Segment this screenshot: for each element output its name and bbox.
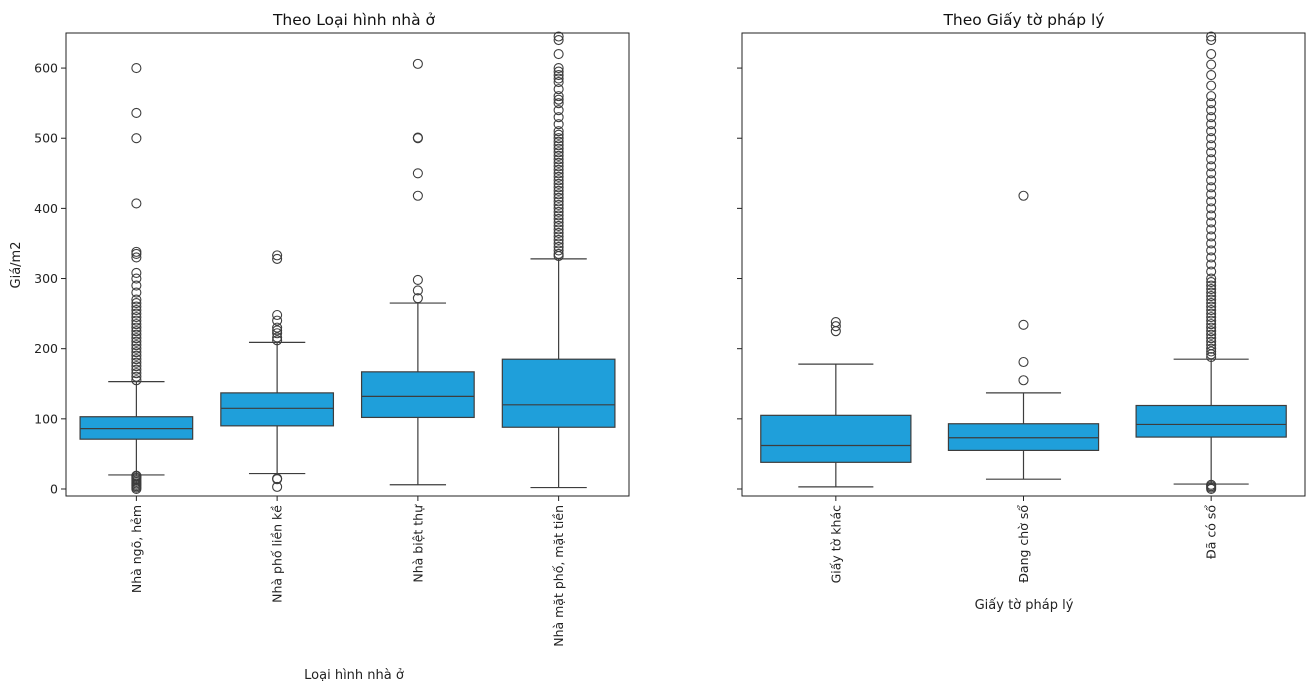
box-iqr — [362, 372, 475, 418]
y-tick-label: 200 — [34, 341, 58, 356]
y-tick-label: 300 — [34, 271, 58, 286]
x-tick-label: Nhà mặt phố, mặt tiền — [551, 505, 566, 647]
box-2 — [1136, 32, 1286, 493]
outlier-point — [1019, 376, 1028, 385]
x-axis-label: Giấy tờ pháp lý — [975, 598, 1074, 613]
outlier-point — [1207, 60, 1216, 69]
box-1 — [221, 251, 334, 492]
outlier-point — [1019, 358, 1028, 367]
x-tick-label: Nhà ngõ, hẻm — [129, 505, 144, 593]
y-tick-label: 600 — [34, 61, 58, 76]
panel-legal-papers: Theo Giấy tờ pháp lý Giấy tờ pháp lý Giấ… — [737, 11, 1305, 613]
outlier-point — [413, 275, 422, 284]
outlier-point — [1207, 92, 1216, 101]
plot-area: 0 100 200 300 400 500 600 Nhà ngõ, hẻm Nhà phố l… — [34, 32, 615, 647]
outlier-point — [132, 64, 141, 73]
outlier-point — [413, 59, 422, 68]
box-0 — [80, 64, 193, 494]
x-tick-label: Đã có sổ — [1204, 505, 1219, 559]
y-tick-label: 500 — [34, 131, 58, 146]
x-tick-label: Nhà phố liền kề — [270, 505, 285, 603]
box-iqr — [948, 424, 1098, 451]
outlier-point — [1207, 50, 1216, 59]
box-1 — [948, 191, 1098, 479]
outlier-point — [1207, 81, 1216, 90]
box-iqr — [502, 359, 615, 427]
chart-title: Theo Giấy tờ pháp lý — [942, 11, 1104, 29]
box-iqr — [1136, 406, 1286, 438]
y-axis-label: Giá/m2 — [9, 242, 24, 289]
y-tick-label: 400 — [34, 201, 58, 216]
box-iqr — [761, 415, 911, 462]
box-2 — [362, 59, 475, 484]
outlier-point — [554, 50, 563, 59]
panel-house-type: Theo Loại hình nhà ở Giá/m2 Loại hình nh… — [9, 11, 629, 683]
outlier-point — [132, 199, 141, 208]
x-tick-label: Nhà biệt thự — [410, 504, 425, 583]
outlier-point — [1019, 320, 1028, 329]
box-0 — [761, 318, 911, 487]
outlier-point — [413, 191, 422, 200]
box-iqr — [80, 417, 193, 439]
outlier-point — [413, 169, 422, 178]
x-tick-label: Giấy tờ khác — [828, 505, 843, 584]
box-iqr — [221, 393, 334, 426]
outlier-point — [132, 268, 141, 277]
box-3 — [502, 32, 615, 488]
outlier-point — [132, 108, 141, 117]
y-tick-label: 0 — [50, 481, 58, 496]
chart-title: Theo Loại hình nhà ở — [272, 11, 436, 29]
outlier-point — [1019, 191, 1028, 200]
x-axis-label: Loại hình nhà ở — [304, 668, 404, 683]
outlier-point — [413, 133, 422, 142]
outlier-point — [132, 247, 141, 256]
plot-area: Giấy tờ khác Đang chờ sổ Đã có sổ — [737, 32, 1286, 583]
outlier-point — [1207, 71, 1216, 80]
y-tick-label: 100 — [34, 411, 58, 426]
outlier-point — [273, 311, 282, 320]
outlier-point — [132, 134, 141, 143]
outlier-point — [273, 474, 282, 483]
x-tick-label: Đang chờ sổ — [1016, 505, 1031, 583]
